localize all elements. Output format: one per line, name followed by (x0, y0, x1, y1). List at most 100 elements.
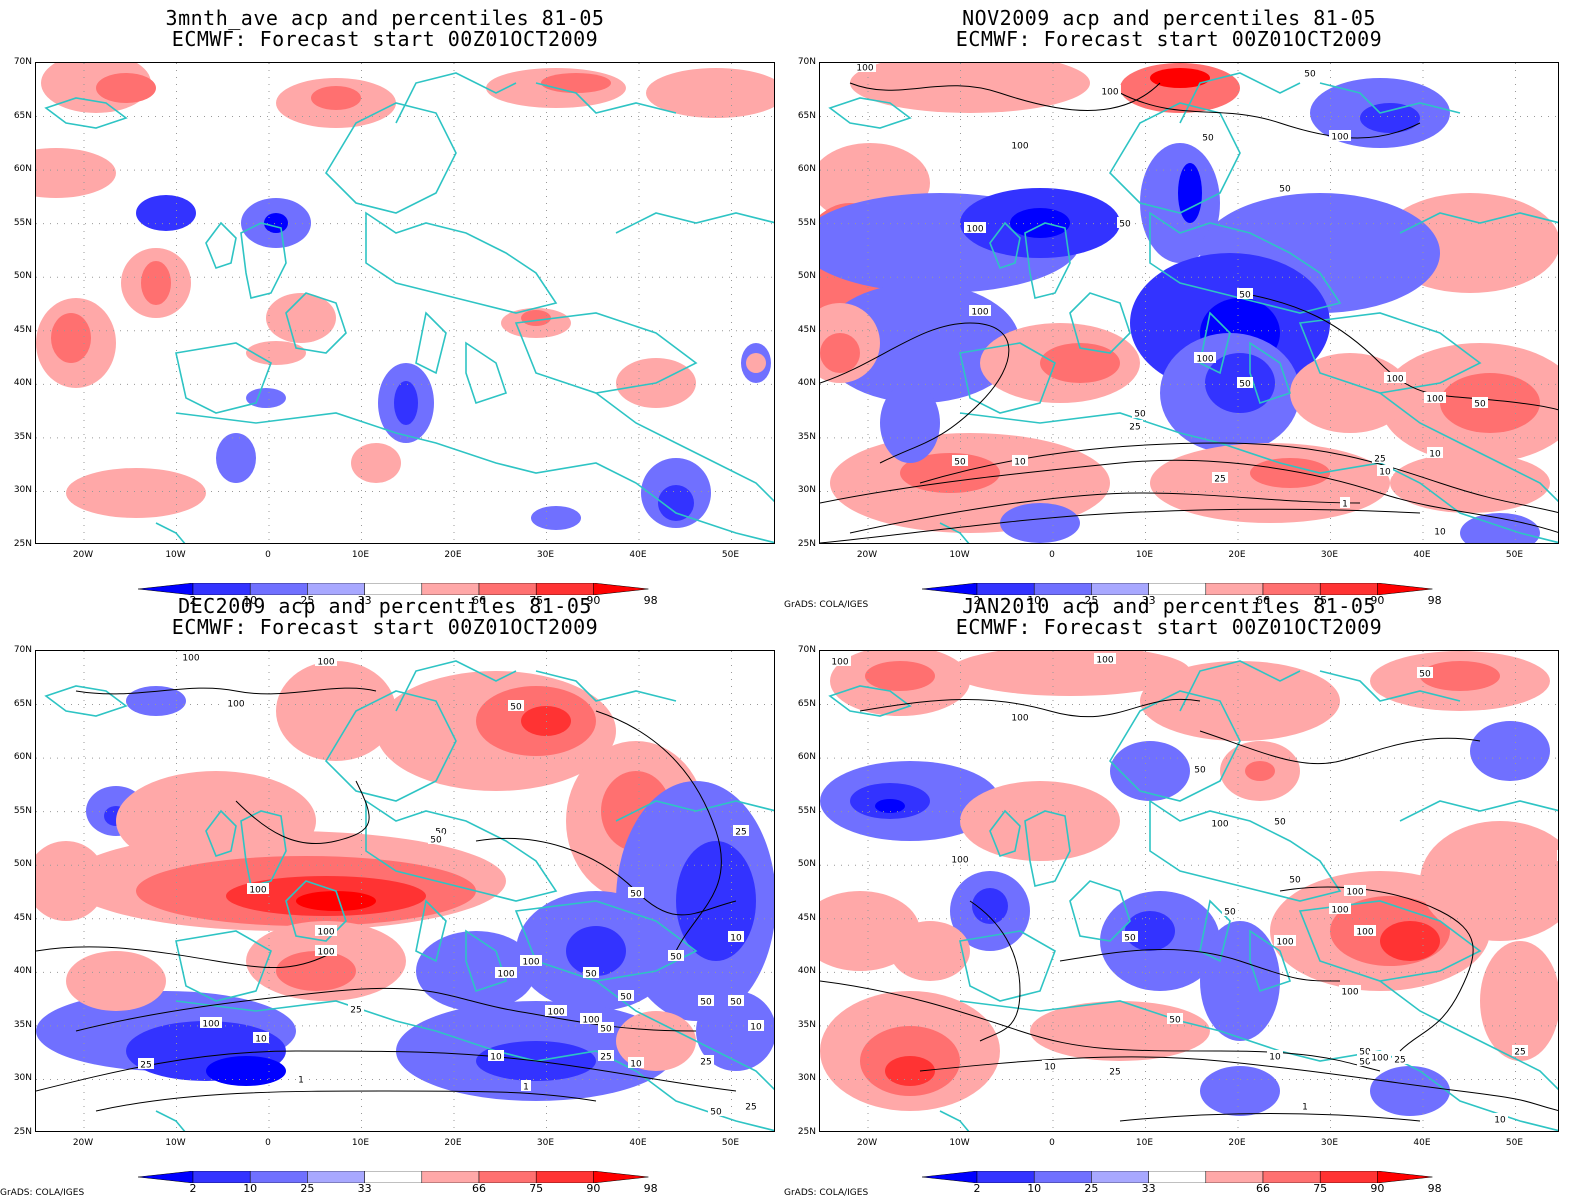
contour-label: 25 (1512, 1045, 1528, 1058)
contour-label: 10 (748, 1020, 764, 1033)
colorbar-label: 90 (1370, 594, 1385, 607)
contour-label: 50 (1192, 763, 1208, 776)
svg-text:100: 100 (249, 886, 266, 896)
contour-label: 25 (1127, 420, 1143, 433)
contour-label: 100 (315, 925, 337, 938)
contour-label: 50 (583, 967, 599, 980)
svg-text:100: 100 (971, 308, 988, 318)
svg-text:100: 100 (966, 225, 983, 235)
longitude-label: 20E (1228, 550, 1246, 560)
latitude-label: 25N (13, 539, 32, 549)
contour-label: 100 (1329, 130, 1351, 143)
anomaly-region (216, 433, 256, 483)
contour-label: 50 (508, 700, 524, 713)
svg-text:100: 100 (1276, 938, 1293, 948)
anomaly-region (1110, 741, 1190, 801)
colorbar-label: 90 (586, 594, 601, 607)
colorbar-swatch (593, 1170, 649, 1184)
anomaly-region (311, 86, 361, 110)
anomaly-region (1470, 721, 1550, 781)
contour-label: 100 (495, 967, 517, 980)
longitude-label: 50E (1505, 1138, 1524, 1148)
svg-text:50: 50 (1419, 670, 1431, 680)
contour-label: 50 (1200, 131, 1216, 144)
panel-title: DEC2009 acp and percentiles 81-05 (178, 594, 592, 618)
latitude-label: 70N (797, 57, 816, 67)
svg-text:50: 50 (730, 998, 742, 1008)
contour-label: 50 (1277, 182, 1293, 195)
svg-text:50: 50 (435, 828, 447, 838)
contour-label: 25 (1212, 472, 1228, 485)
contour-label: 100 (200, 1017, 222, 1030)
panel-subtitle: ECMWF: Forecast start 00Z01OCT2009 (955, 615, 1383, 639)
contour-label: 100 (225, 697, 247, 710)
contour-label: 10 (1427, 447, 1443, 460)
contour-label: 25 (598, 1050, 614, 1063)
svg-text:100: 100 (1196, 355, 1213, 365)
svg-text:100: 100 (1371, 1054, 1388, 1064)
svg-text:50: 50 (585, 970, 597, 980)
latitude-label: 60N (797, 752, 816, 763)
latitude-label: 30N (797, 485, 816, 496)
longitude-label: 10W (165, 1138, 186, 1148)
anomaly-region (972, 888, 1008, 924)
colorbar-label: 66 (1256, 594, 1270, 607)
latitude-label: 55N (797, 805, 816, 816)
longitude-label: 40E (1413, 1138, 1431, 1148)
latitude-label: 30N (797, 1073, 816, 1084)
svg-text:100: 100 (1331, 133, 1348, 143)
svg-text:50: 50 (700, 998, 712, 1008)
svg-text:25: 25 (600, 1053, 611, 1063)
longitude-label: 40E (629, 1138, 647, 1148)
anomaly-region (890, 921, 970, 981)
latitude-label: 60N (13, 164, 32, 175)
longitude-label: 10E (1135, 550, 1154, 560)
panel-title: 3mnth_ave acp and percentiles 81-05 (165, 6, 605, 30)
contour-label: 100 (1424, 392, 1446, 405)
longitude-label: 10E (351, 550, 370, 560)
longitude-label: 20W (856, 1138, 878, 1148)
longitude-label: 30E (536, 550, 555, 560)
anomaly-region (885, 1056, 935, 1086)
svg-text:10: 10 (750, 1023, 762, 1033)
anomaly-region (1420, 821, 1558, 941)
anomaly-region (531, 506, 581, 530)
anomaly-region (960, 781, 1120, 861)
contour-label: 50 (952, 455, 968, 468)
svg-text:50: 50 (1239, 291, 1251, 301)
latitude-label: 70N (13, 57, 32, 67)
latitude-label: 35N (797, 431, 816, 442)
contour-label: 10 (1267, 1050, 1283, 1063)
anomaly-region (1200, 1066, 1280, 1116)
colorbar-label: 10 (1027, 1182, 1042, 1195)
latitude-label: 65N (797, 110, 816, 121)
latitude-label: 70N (13, 645, 32, 655)
contour-label: 100 (964, 222, 986, 235)
svg-text:100: 100 (317, 948, 334, 958)
colorbar-label: 10 (243, 594, 258, 607)
contour-label: 100 (315, 655, 337, 668)
latitude-label: 45N (797, 912, 816, 923)
longitude-label: 0 (1049, 1138, 1055, 1148)
latitude-label: 50N (797, 859, 816, 870)
svg-text:10: 10 (1044, 1063, 1056, 1073)
svg-text:50: 50 (1124, 934, 1136, 944)
svg-text:100: 100 (317, 928, 334, 938)
svg-text:50: 50 (1474, 400, 1486, 410)
anomaly-region (746, 353, 766, 373)
colorbar-label: 33 (357, 594, 372, 607)
anomaly-region (1480, 941, 1558, 1061)
contour-lines (820, 698, 1558, 1122)
contour-label: 100 (545, 1005, 567, 1018)
contour-label: 25 (1372, 452, 1388, 465)
contour-label: 50 (1287, 873, 1303, 886)
contour-label: 50 (1222, 905, 1238, 918)
contour-label: 10 (1042, 1060, 1058, 1073)
latitude-label: 65N (13, 698, 32, 709)
longitude-label: 10E (1135, 1138, 1154, 1148)
contour-label: 50 (628, 887, 644, 900)
latitude-label: 60N (13, 752, 32, 763)
svg-text:50: 50 (1194, 766, 1206, 776)
longitude-label: 50E (721, 1138, 740, 1148)
